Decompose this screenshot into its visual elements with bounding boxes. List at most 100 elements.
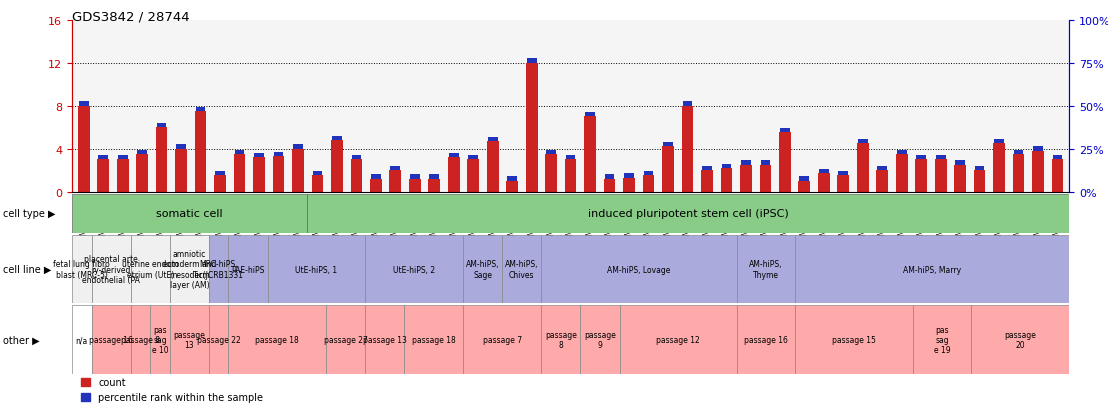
Bar: [215, 172, 225, 176]
Bar: [955, 161, 965, 165]
Text: passage
9: passage 9: [584, 330, 616, 349]
Text: AM-hiPS,
Thyme: AM-hiPS, Thyme: [749, 260, 783, 279]
Text: passage
13: passage 13: [173, 330, 205, 349]
Bar: [994, 140, 1004, 144]
Bar: [195, 112, 206, 192]
Bar: [701, 171, 712, 192]
Bar: [896, 150, 906, 154]
Bar: [175, 149, 187, 192]
Bar: [463, 235, 502, 304]
Bar: [623, 178, 635, 192]
Bar: [526, 59, 536, 64]
Bar: [974, 171, 985, 192]
Bar: [156, 123, 166, 128]
Bar: [878, 166, 888, 171]
Bar: [1033, 151, 1044, 192]
Bar: [72, 235, 92, 304]
Bar: [799, 181, 810, 192]
Bar: [254, 154, 264, 158]
Bar: [581, 306, 619, 374]
Bar: [78, 106, 90, 192]
Bar: [760, 165, 771, 192]
Bar: [448, 158, 460, 192]
Bar: [1051, 160, 1064, 192]
Bar: [779, 133, 791, 192]
Bar: [566, 156, 575, 160]
Text: passage 7: passage 7: [483, 335, 522, 344]
Bar: [605, 175, 615, 179]
Bar: [502, 235, 542, 304]
Text: passage 18: passage 18: [412, 335, 455, 344]
Text: uterine endom
etrium (UtE): uterine endom etrium (UtE): [122, 260, 178, 279]
Bar: [702, 166, 711, 171]
Bar: [332, 136, 341, 140]
Bar: [488, 138, 497, 142]
Text: UtE-hiPS, 2: UtE-hiPS, 2: [393, 265, 435, 274]
Bar: [796, 235, 1069, 304]
Bar: [737, 306, 796, 374]
Bar: [1013, 154, 1025, 192]
Bar: [624, 174, 634, 178]
Bar: [371, 175, 381, 179]
Bar: [99, 156, 109, 160]
Text: other ▶: other ▶: [3, 335, 40, 345]
Bar: [585, 113, 595, 117]
Bar: [916, 156, 926, 160]
Bar: [234, 154, 245, 192]
Bar: [643, 176, 655, 192]
Text: PAE-hiPS: PAE-hiPS: [232, 265, 265, 274]
Bar: [350, 160, 362, 192]
Bar: [856, 144, 869, 192]
Bar: [151, 306, 170, 374]
Bar: [663, 147, 674, 192]
Bar: [721, 164, 731, 169]
Bar: [209, 235, 228, 304]
Bar: [896, 154, 907, 192]
Bar: [117, 156, 127, 160]
Bar: [311, 176, 324, 192]
Bar: [780, 129, 790, 133]
Bar: [390, 171, 401, 192]
Bar: [542, 235, 737, 304]
Bar: [98, 160, 109, 192]
Bar: [644, 172, 654, 176]
Bar: [294, 145, 302, 149]
Text: passage 18: passage 18: [256, 335, 299, 344]
Bar: [913, 306, 972, 374]
Bar: [741, 161, 751, 165]
Bar: [253, 158, 265, 192]
Bar: [683, 102, 692, 106]
Text: pas
sag
e 19: pas sag e 19: [934, 325, 951, 354]
Bar: [1014, 150, 1024, 154]
Text: amniotic
ectoderm and
mesoderm
layer (AM): amniotic ectoderm and mesoderm layer (AM…: [163, 249, 216, 290]
Bar: [429, 179, 440, 192]
Text: GDS3842 / 28744: GDS3842 / 28744: [72, 10, 189, 23]
Bar: [954, 165, 966, 192]
Bar: [312, 172, 322, 176]
Bar: [137, 150, 147, 154]
Bar: [818, 174, 830, 192]
Text: pas
sag
e 10: pas sag e 10: [152, 325, 168, 354]
Text: AM-hiPS, Marry: AM-hiPS, Marry: [903, 265, 962, 274]
Bar: [351, 156, 361, 160]
Bar: [565, 160, 576, 192]
Text: passage 13: passage 13: [363, 335, 407, 344]
Bar: [546, 150, 556, 154]
Bar: [366, 235, 463, 304]
Text: passage
8: passage 8: [545, 330, 577, 349]
Bar: [915, 160, 927, 192]
Text: AM-hiPS,
Sage: AM-hiPS, Sage: [465, 260, 500, 279]
Text: passage 15: passage 15: [832, 335, 876, 344]
Bar: [92, 306, 131, 374]
Bar: [858, 140, 868, 144]
Bar: [366, 306, 404, 374]
Bar: [935, 160, 946, 192]
Bar: [430, 175, 439, 179]
Bar: [463, 306, 542, 374]
Text: UtE-hiPS, 1: UtE-hiPS, 1: [296, 265, 338, 274]
Bar: [681, 106, 694, 192]
Bar: [176, 145, 186, 149]
Bar: [1033, 147, 1043, 151]
Bar: [267, 235, 366, 304]
Text: somatic cell: somatic cell: [156, 209, 223, 219]
